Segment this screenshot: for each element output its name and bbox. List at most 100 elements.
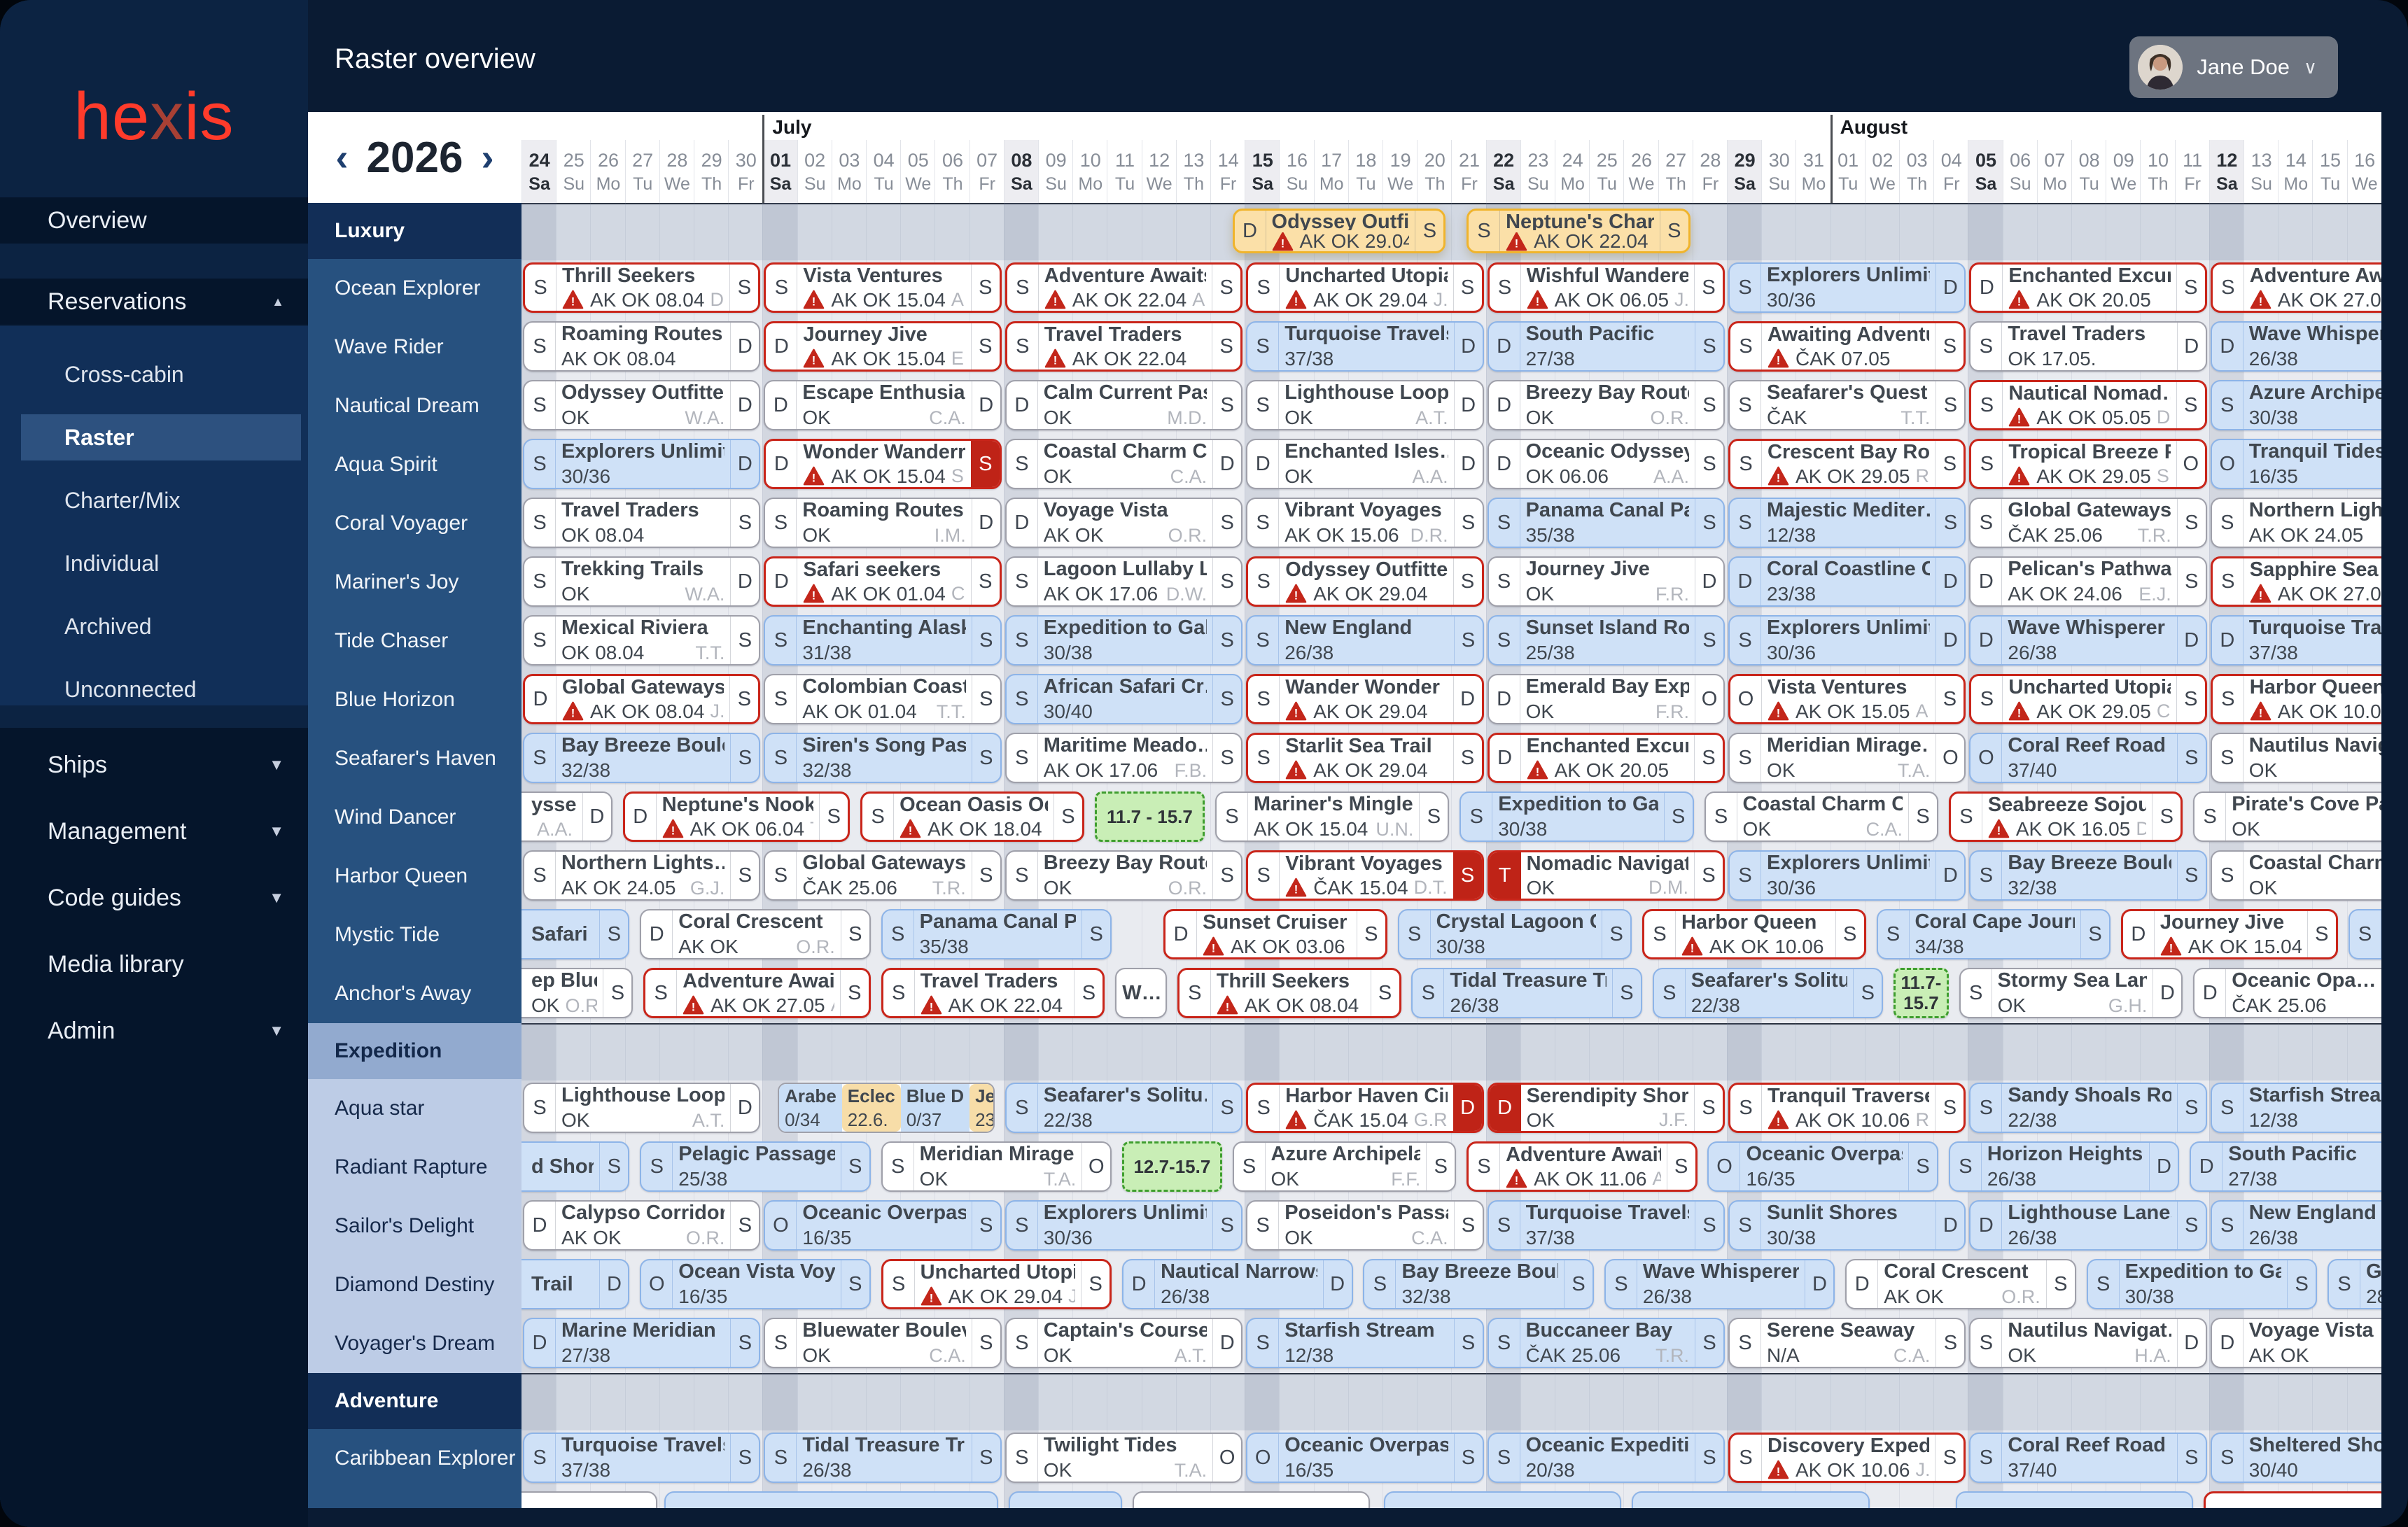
reservation-chip[interactable]: D Calypso Corridor AK OK O.R. S xyxy=(523,1200,761,1251)
reservation-chip[interactable]: D Lighthouse Lanes 26/38 S xyxy=(1969,1200,2207,1251)
sidebar-item-media-library[interactable]: Media library xyxy=(0,941,308,987)
cluster-segment[interactable]: Arabe 0/34 xyxy=(779,1084,842,1132)
reservation-chip[interactable]: S Starlit Sea Trail! AK OK 29.04 S xyxy=(1246,733,1484,783)
reservation-chip[interactable]: S Turquoise Travels 37/38 S xyxy=(1487,1200,1725,1251)
reservation-chip[interactable]: D Pelican's Pathway AK OK 24.06 E.J. S xyxy=(1969,556,2207,607)
sidebar-subitem-unconnected[interactable]: Unconnected xyxy=(0,666,308,712)
reservation-chip[interactable]: S Wave Whisperer 26/38 D xyxy=(1604,1259,1835,1309)
reservation-chip[interactable]: S Turquoise Travels 37/38 D xyxy=(1246,321,1484,372)
reservation-chip[interactable] xyxy=(1632,1491,1870,1508)
reservation-chip[interactable] xyxy=(664,1491,998,1508)
reservation-chip[interactable]: S Seafarer's Quest ČAK T.T. S xyxy=(1728,380,1966,430)
reservation-chip[interactable] xyxy=(1132,1491,1371,1508)
reservation-chip[interactable]: S New England 26/38 xyxy=(2210,1200,2381,1251)
sidebar-subitem-individual[interactable]: Individual xyxy=(0,540,308,586)
reservation-chip[interactable]: S Lighthouse Loop OK A.T. D xyxy=(523,1083,761,1133)
reservation-chip[interactable]: S Starfish Stream 12/38 S xyxy=(1246,1318,1484,1368)
reservation-chip[interactable]: S African Safari Cr… 30/40 S xyxy=(1004,674,1243,724)
reservation-chip[interactable] xyxy=(1384,1491,1622,1508)
reservation-chip[interactable]: S Maritime Meado… AK OK 17.06 F.B. S xyxy=(1004,733,1243,783)
reservation-chip[interactable]: S Horizon Heights 26/38 D xyxy=(1948,1141,2180,1192)
reservation-chip[interactable]: yssey…A.A.D xyxy=(522,791,612,842)
reservation-chip[interactable]: S Turquoise Travels 37/38 S xyxy=(523,1433,761,1483)
reservation-chip[interactable]: D Voyage Vista AK OK O.R. S xyxy=(1004,498,1243,548)
reservation-chip[interactable]: S Global Gateways ČAK 25.06 T.R. S xyxy=(764,850,1002,901)
reservation-chip[interactable]: 11.7 - 15.7 xyxy=(1094,791,1205,842)
reservation-chip[interactable]: S Wander Wonder! AK OK 29.04 D xyxy=(1246,674,1484,724)
reservation-chip[interactable]: S Roaming Routes AK OK 08.04 D xyxy=(523,321,761,372)
user-menu[interactable]: Jane Doe ∨ xyxy=(2129,36,2338,98)
sidebar-item-ships[interactable]: Ships ▼ xyxy=(0,742,308,788)
reservation-chip[interactable]: S Twilight Tides OK T.A. O xyxy=(1004,1433,1243,1483)
reservation-chip[interactable]: D South Pacific 27/38 xyxy=(2190,1141,2381,1192)
sidebar-item-reservations[interactable]: Reservations ▲ xyxy=(0,279,308,325)
reservation-chip[interactable]: O Coral Reef Road 37/40 S xyxy=(1969,733,2207,783)
reservation-chip[interactable]: S Breezy Bay Route OK O.R. S xyxy=(1004,850,1243,901)
reservation-chip[interactable]: D Oceanic Opa… ČAK 25.06 xyxy=(2193,968,2381,1018)
reservation-chip[interactable]: 12.7-15.7 xyxy=(1122,1141,1222,1192)
reservation-chip[interactable]: S Travel Traders OK 17.05. D xyxy=(1969,321,2207,372)
reservation-chip[interactable]: S Nautilus Navigat… OK H.A. D xyxy=(1969,1318,2207,1368)
sidebar-subitem-charter-mix[interactable]: Charter/Mix xyxy=(0,477,308,523)
reservation-chip[interactable]: ep Blue DriftOKO.R.S xyxy=(522,968,634,1018)
reservation-chip[interactable]: S Mexical Riviera OK 08.04 T.T. S xyxy=(523,615,761,666)
cluster-segment[interactable]: Blue D 0/37 xyxy=(900,1084,970,1132)
sidebar-item-code-guides[interactable]: Code guides ▼ xyxy=(0,875,308,921)
reservation-chip[interactable]: S Vibrant Voyages AK OK 15.06 D.R. S xyxy=(1246,498,1484,548)
next-year-button[interactable]: › xyxy=(481,136,494,178)
reservation-chip[interactable]: Safari Cr…S xyxy=(522,909,630,959)
